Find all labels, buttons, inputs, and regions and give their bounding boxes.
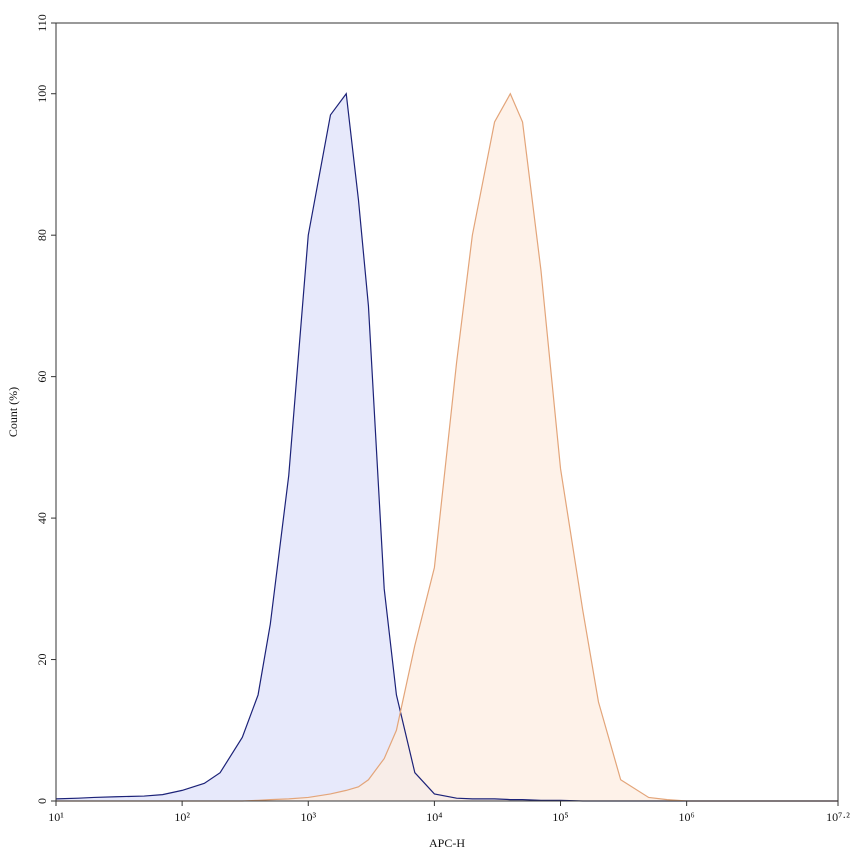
y-tick-label: 80	[35, 229, 49, 241]
x-tick-label: 10⁶	[679, 810, 695, 824]
y-tick-label: 20	[35, 654, 49, 666]
y-tick-label: 100	[35, 85, 49, 103]
x-tick-label: 10¹	[48, 810, 64, 824]
x-tick-label: 10²	[174, 810, 190, 824]
x-tick-label: 10⁵	[552, 810, 568, 824]
y-tick-label: 60	[35, 371, 49, 383]
x-axis-label: APC-H	[429, 836, 465, 850]
x-tick-label: 10³	[300, 810, 316, 824]
y-tick-label: 0	[35, 798, 49, 804]
y-tick-label: 40	[35, 512, 49, 524]
y-tick-label: 110	[35, 14, 49, 32]
x-tick-label: 10⁴	[426, 810, 442, 824]
x-tick-label: 10⁷·²	[826, 810, 850, 824]
y-axis-label: Count (%)	[6, 387, 20, 437]
area-fill	[56, 93, 838, 802]
plot-frame	[55, 22, 839, 802]
